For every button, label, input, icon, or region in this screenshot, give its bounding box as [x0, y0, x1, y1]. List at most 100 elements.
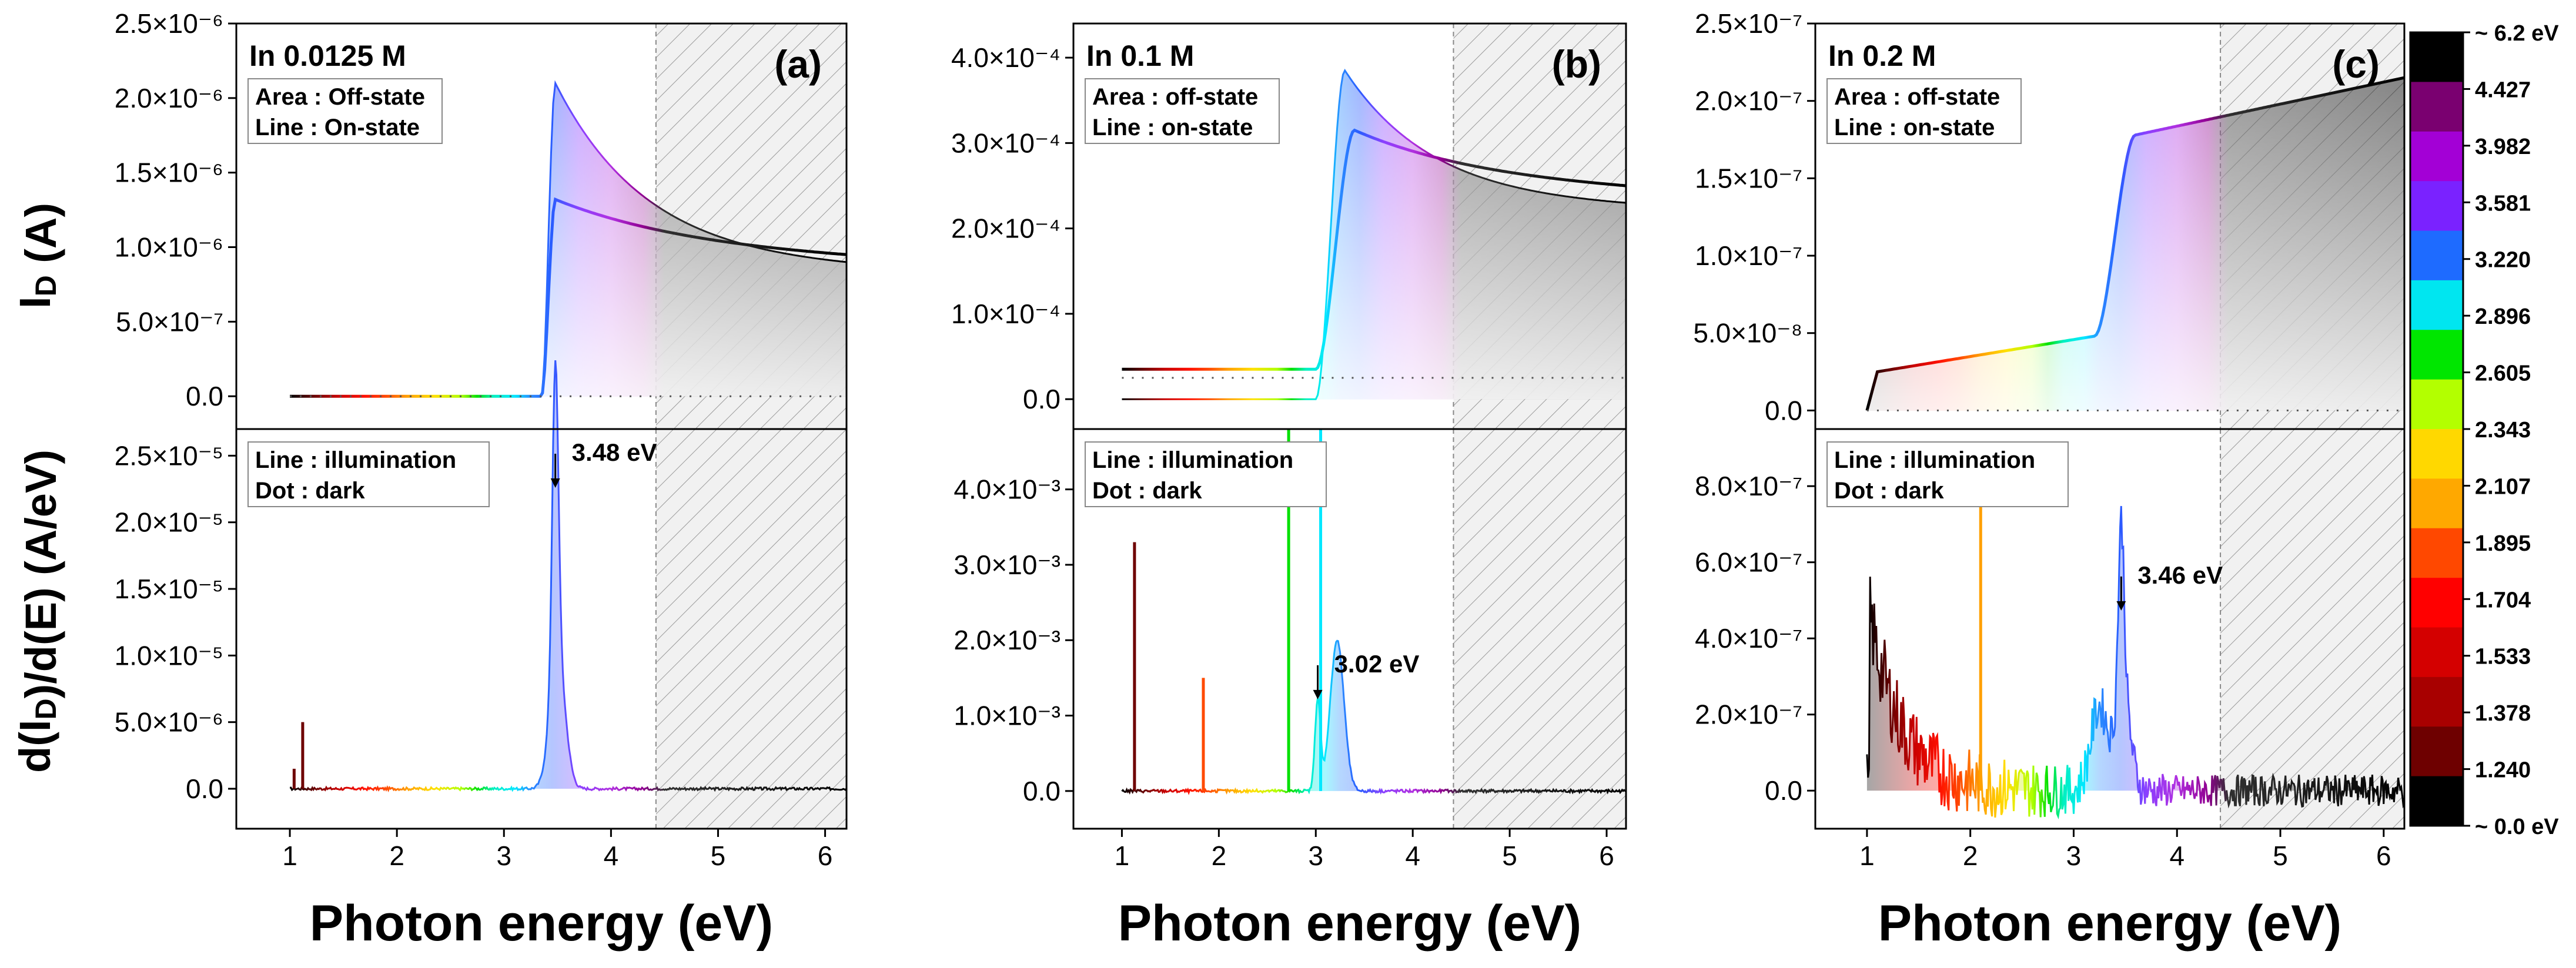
y-axis-label-bottom: d(ID)/d(E) (A/eV): [11, 450, 65, 773]
legend-entry: Area : Off-state: [255, 84, 425, 110]
colorbar-segment: [2410, 478, 2463, 529]
x-tick-label: 5: [1502, 840, 1517, 871]
colorbar-tick-label: 2.343: [2475, 418, 2531, 443]
x-tick-label: 3: [2066, 840, 2082, 871]
plot-frame: [235, 428, 848, 830]
colorbar-tick-label: 3.220: [2475, 248, 2531, 273]
x-tick-label: 5: [2273, 840, 2288, 871]
y-tick-label: 5.0×10⁻⁷: [116, 306, 223, 337]
y-tick-label: 8.0×10⁻⁷: [1695, 471, 1802, 501]
colorbar-segment: [2410, 578, 2463, 628]
y-tick-label: 0.0: [1023, 776, 1060, 806]
y-tick-label: 1.0×10⁻⁴: [951, 299, 1060, 329]
peak-label: 3.48 eV: [572, 438, 657, 466]
colorbar-segment: [2410, 181, 2463, 232]
colorbar-segment: [2410, 776, 2463, 826]
subplot-top-a: 0.0 5.0×10⁻⁷ 1.0×10⁻⁶ 1.5×10⁻⁶ 2.0×10⁻⁶ 2.5×1…: [115, 8, 848, 430]
y-tick-label: 2.0×10⁻⁷: [1695, 86, 1802, 116]
shaded-region: [2220, 429, 2404, 829]
y-tick-label: 2.0×10⁻⁵: [115, 507, 223, 538]
off-state-area-fade: [1866, 78, 2404, 411]
on-state-line: [1122, 128, 1627, 371]
y-tick-label: 3.0×10⁻³: [954, 550, 1060, 580]
derivative-line: [290, 360, 848, 792]
x-tick-label: 4: [1405, 840, 1420, 871]
x-tick-label: 6: [818, 840, 833, 871]
label-part: )/d(E) (A/eV): [16, 450, 65, 698]
derivative-line: [1121, 639, 1627, 795]
off-state-edge: [1122, 68, 1627, 400]
y-tick-label: 6.0×10⁻⁷: [1695, 547, 1802, 578]
x-axis-label: Photon energy (eV): [310, 895, 773, 952]
derivative-line: [1866, 505, 2406, 820]
y-tick-label: 0.0: [1765, 775, 1802, 806]
panel-a: 0.0 5.0×10⁻⁷ 1.0×10⁻⁶ 1.5×10⁻⁶ 2.0×10⁻⁶ 2.5×1…: [115, 8, 848, 952]
label-part: d(: [11, 732, 59, 773]
x-tick-label: 3: [496, 840, 511, 871]
legend-box: [247, 78, 443, 144]
colorbar-tick-label: 4.427: [2475, 78, 2531, 102]
colorbar-tick-label: 3.982: [2475, 135, 2531, 159]
y-tick-label: 5.0×10⁻⁸: [1693, 318, 1802, 349]
subplot-top-c: 0.0 5.0×10⁻⁸ 1.0×10⁻⁷ 1.5×10⁻⁷ 2.0×10⁻⁷ 2.5×1…: [1693, 8, 2406, 430]
peak-arrow-head: [2116, 601, 2126, 611]
colorbar-segment: [2410, 429, 2463, 480]
legend-box: [1085, 78, 1280, 144]
colorbar-tick-label: 2.107: [2475, 474, 2531, 499]
peak-arrow-head: [550, 478, 560, 488]
y-axis-label-top: ID (A): [11, 203, 65, 309]
x-axis-label: Photon energy (eV): [1878, 895, 2341, 952]
colorbar-segment: [2410, 528, 2463, 579]
peak-label: 3.02 eV: [1334, 650, 1420, 678]
colorbar-segment: [2410, 330, 2463, 380]
plot-frame: [1072, 428, 1627, 830]
colorbar-segment: [2410, 280, 2463, 331]
colorbar-tick-label: 2.896: [2475, 304, 2531, 329]
colorbar-tick-label: 3.581: [2475, 191, 2531, 216]
colorbar-segment: [2410, 230, 2463, 281]
colorbar-segment: [2410, 726, 2463, 777]
x-tick-label: 2: [1212, 840, 1227, 871]
x-tick-label: 6: [2376, 840, 2391, 871]
colorbar-segment: [2410, 627, 2463, 678]
y-tick-label: 2.0×10⁻⁴: [951, 213, 1060, 244]
off-state-area-fade: [1122, 70, 1626, 400]
y-tick-label: 4.0×10⁻³: [954, 474, 1060, 505]
y-tick-label: 1.5×10⁻⁶: [115, 158, 223, 188]
panel-title: In 0.0125 M: [249, 39, 406, 72]
legend-entry: Dot : dark: [1834, 478, 1944, 504]
shaded-region: [1453, 429, 1626, 829]
x-tick-label: 1: [1859, 840, 1875, 871]
x-tick-label: 2: [1963, 840, 1978, 871]
panel-title: In 0.1 M: [1086, 39, 1194, 72]
x-tick-label: 4: [604, 840, 619, 871]
x-tick-label: 3: [1308, 840, 1323, 871]
label-part: (A): [16, 203, 65, 275]
panel-letter: (b): [1552, 42, 1601, 86]
y-tick-label: 4.0×10⁻⁷: [1695, 623, 1802, 654]
y-tick-label: 3.0×10⁻⁴: [951, 128, 1060, 158]
legend-entry: Line : illumination: [255, 447, 456, 473]
label-subscript: D: [29, 698, 62, 719]
y-tick-label: 2.0×10⁻³: [954, 625, 1060, 655]
x-tick-label: 4: [2169, 840, 2184, 871]
y-tick-label: 4.0×10⁻⁴: [951, 42, 1060, 73]
legend-box: [1826, 78, 2022, 144]
y-tick-label: 1.0×10⁻⁶: [115, 232, 223, 263]
y-tick-label: 1.5×10⁻⁷: [1695, 163, 1802, 193]
y-tick-label: 1.5×10⁻⁵: [115, 574, 223, 604]
x-tick-label: 5: [711, 840, 726, 871]
legend-box: [1826, 441, 2069, 507]
y-tick-label: 2.5×10⁻⁷: [1695, 8, 1802, 39]
colorbar-segment: [2410, 676, 2463, 728]
x-tick-label: 2: [389, 840, 404, 871]
legend-entry: Line : On-state: [255, 115, 420, 140]
y-tick-label: 2.5×10⁻⁵: [115, 440, 223, 471]
y-tick-label: 1.0×10⁻⁵: [115, 640, 223, 671]
panel-title: In 0.2 M: [1828, 39, 1936, 72]
colorbar-tick-label: 2.605: [2475, 361, 2531, 386]
legend-entry: Line : illumination: [1834, 447, 2035, 473]
on-state-line: [290, 197, 847, 398]
label-part: I: [11, 296, 59, 309]
